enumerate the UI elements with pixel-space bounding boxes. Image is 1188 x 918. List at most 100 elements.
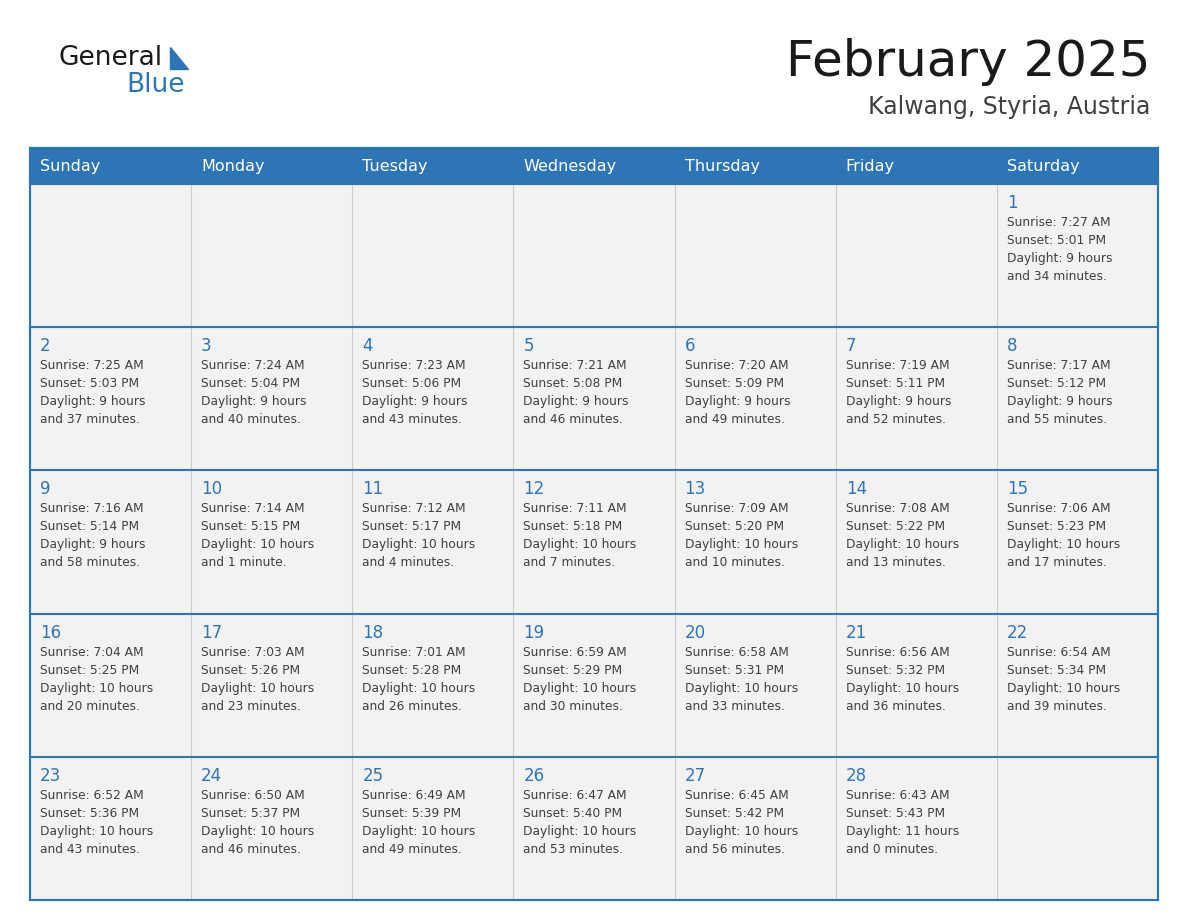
Text: Daylight: 11 hours: Daylight: 11 hours (846, 824, 959, 838)
Text: and 10 minutes.: and 10 minutes. (684, 556, 784, 569)
Text: and 26 minutes.: and 26 minutes. (362, 700, 462, 712)
Text: Sunrise: 6:59 AM: Sunrise: 6:59 AM (524, 645, 627, 658)
Text: Sunrise: 7:11 AM: Sunrise: 7:11 AM (524, 502, 627, 515)
Text: 18: 18 (362, 623, 384, 642)
Text: Sunset: 5:01 PM: Sunset: 5:01 PM (1007, 234, 1106, 247)
Text: Daylight: 10 hours: Daylight: 10 hours (524, 824, 637, 838)
Text: 14: 14 (846, 480, 867, 498)
Text: Sunset: 5:04 PM: Sunset: 5:04 PM (201, 377, 301, 390)
Text: Daylight: 10 hours: Daylight: 10 hours (362, 681, 475, 695)
Text: Sunrise: 6:54 AM: Sunrise: 6:54 AM (1007, 645, 1111, 658)
Text: Daylight: 9 hours: Daylight: 9 hours (40, 396, 145, 409)
Text: Daylight: 10 hours: Daylight: 10 hours (684, 538, 798, 552)
Text: 10: 10 (201, 480, 222, 498)
Text: and 52 minutes.: and 52 minutes. (846, 413, 946, 426)
Text: Daylight: 9 hours: Daylight: 9 hours (40, 538, 145, 552)
Text: and 56 minutes.: and 56 minutes. (684, 843, 784, 856)
Text: Daylight: 10 hours: Daylight: 10 hours (201, 681, 315, 695)
Text: Sunrise: 7:09 AM: Sunrise: 7:09 AM (684, 502, 788, 515)
Text: Sunday: Sunday (40, 159, 100, 174)
Bar (30, 613, 1158, 756)
Text: Monday: Monday (201, 159, 265, 174)
Text: and 39 minutes.: and 39 minutes. (1007, 700, 1107, 712)
Text: Daylight: 10 hours: Daylight: 10 hours (40, 824, 153, 838)
Text: Sunrise: 7:14 AM: Sunrise: 7:14 AM (201, 502, 305, 515)
Text: Friday: Friday (846, 159, 895, 174)
Text: Blue: Blue (126, 72, 184, 98)
Text: Sunset: 5:34 PM: Sunset: 5:34 PM (1007, 664, 1106, 677)
Text: Sunrise: 6:50 AM: Sunrise: 6:50 AM (201, 789, 305, 801)
Text: Wednesday: Wednesday (524, 159, 617, 174)
Text: Daylight: 10 hours: Daylight: 10 hours (1007, 681, 1120, 695)
Text: Sunset: 5:43 PM: Sunset: 5:43 PM (846, 807, 944, 820)
Text: Sunset: 5:22 PM: Sunset: 5:22 PM (846, 521, 944, 533)
Text: 8: 8 (1007, 337, 1017, 355)
Text: Sunrise: 7:24 AM: Sunrise: 7:24 AM (201, 359, 305, 372)
Text: and 20 minutes.: and 20 minutes. (40, 700, 140, 712)
Text: Sunrise: 7:19 AM: Sunrise: 7:19 AM (846, 359, 949, 372)
Text: 15: 15 (1007, 480, 1028, 498)
Text: 19: 19 (524, 623, 544, 642)
Text: and 30 minutes.: and 30 minutes. (524, 700, 624, 712)
Text: Sunrise: 7:06 AM: Sunrise: 7:06 AM (1007, 502, 1111, 515)
Text: and 43 minutes.: and 43 minutes. (40, 843, 140, 856)
Text: Sunrise: 7:16 AM: Sunrise: 7:16 AM (40, 502, 144, 515)
Text: Sunset: 5:39 PM: Sunset: 5:39 PM (362, 807, 461, 820)
Text: Sunrise: 6:45 AM: Sunrise: 6:45 AM (684, 789, 789, 801)
Text: Daylight: 10 hours: Daylight: 10 hours (846, 538, 959, 552)
Text: Saturday: Saturday (1007, 159, 1080, 174)
Text: 3: 3 (201, 337, 211, 355)
Text: Kalwang, Styria, Austria: Kalwang, Styria, Austria (867, 95, 1150, 119)
Bar (30, 470, 1158, 613)
Text: Sunset: 5:18 PM: Sunset: 5:18 PM (524, 521, 623, 533)
Text: Sunrise: 6:43 AM: Sunrise: 6:43 AM (846, 789, 949, 801)
Text: Daylight: 10 hours: Daylight: 10 hours (40, 681, 153, 695)
Text: Daylight: 10 hours: Daylight: 10 hours (362, 824, 475, 838)
Text: Sunset: 5:23 PM: Sunset: 5:23 PM (1007, 521, 1106, 533)
Text: and 43 minutes.: and 43 minutes. (362, 413, 462, 426)
Text: Daylight: 9 hours: Daylight: 9 hours (846, 396, 952, 409)
Text: Sunset: 5:42 PM: Sunset: 5:42 PM (684, 807, 784, 820)
Bar (30, 327, 1158, 470)
Text: Daylight: 10 hours: Daylight: 10 hours (524, 681, 637, 695)
Text: Sunrise: 7:01 AM: Sunrise: 7:01 AM (362, 645, 466, 658)
Text: Sunrise: 7:23 AM: Sunrise: 7:23 AM (362, 359, 466, 372)
Text: Daylight: 10 hours: Daylight: 10 hours (201, 824, 315, 838)
Text: Sunset: 5:11 PM: Sunset: 5:11 PM (846, 377, 944, 390)
Text: Sunset: 5:31 PM: Sunset: 5:31 PM (684, 664, 784, 677)
Text: Sunset: 5:32 PM: Sunset: 5:32 PM (846, 664, 944, 677)
Text: and 17 minutes.: and 17 minutes. (1007, 556, 1107, 569)
Text: 23: 23 (40, 767, 62, 785)
Text: Sunrise: 7:08 AM: Sunrise: 7:08 AM (846, 502, 949, 515)
Text: Sunset: 5:06 PM: Sunset: 5:06 PM (362, 377, 461, 390)
Text: Daylight: 10 hours: Daylight: 10 hours (846, 681, 959, 695)
Text: Daylight: 10 hours: Daylight: 10 hours (684, 824, 798, 838)
Text: Sunrise: 7:03 AM: Sunrise: 7:03 AM (201, 645, 305, 658)
Text: Sunset: 5:25 PM: Sunset: 5:25 PM (40, 664, 139, 677)
Text: and 58 minutes.: and 58 minutes. (40, 556, 140, 569)
Text: 17: 17 (201, 623, 222, 642)
Text: 26: 26 (524, 767, 544, 785)
Text: Thursday: Thursday (684, 159, 759, 174)
Text: 27: 27 (684, 767, 706, 785)
Text: and 46 minutes.: and 46 minutes. (201, 843, 301, 856)
Text: and 34 minutes.: and 34 minutes. (1007, 270, 1107, 283)
Text: and 4 minutes.: and 4 minutes. (362, 556, 455, 569)
Text: 21: 21 (846, 623, 867, 642)
Text: Sunset: 5:28 PM: Sunset: 5:28 PM (362, 664, 461, 677)
Bar (30, 756, 1158, 900)
Text: 20: 20 (684, 623, 706, 642)
Text: Sunset: 5:08 PM: Sunset: 5:08 PM (524, 377, 623, 390)
Text: Daylight: 10 hours: Daylight: 10 hours (524, 538, 637, 552)
Text: Daylight: 10 hours: Daylight: 10 hours (201, 538, 315, 552)
Text: and 49 minutes.: and 49 minutes. (684, 413, 784, 426)
Text: 25: 25 (362, 767, 384, 785)
Text: 24: 24 (201, 767, 222, 785)
Text: Sunset: 5:40 PM: Sunset: 5:40 PM (524, 807, 623, 820)
Text: Daylight: 9 hours: Daylight: 9 hours (684, 396, 790, 409)
Bar (30, 184, 1158, 327)
Text: 2: 2 (40, 337, 51, 355)
Text: Sunset: 5:09 PM: Sunset: 5:09 PM (684, 377, 784, 390)
Text: 5: 5 (524, 337, 533, 355)
Text: Sunrise: 7:20 AM: Sunrise: 7:20 AM (684, 359, 788, 372)
